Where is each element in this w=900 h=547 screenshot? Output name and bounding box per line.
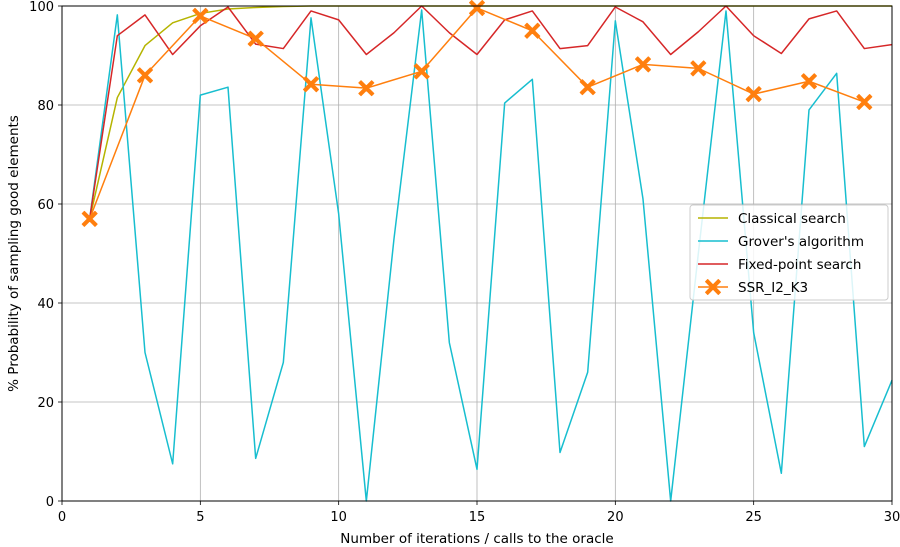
y-tick-label: 60 xyxy=(37,198,54,213)
data-point-marker xyxy=(745,86,762,103)
y-tick-label: 0 xyxy=(46,495,54,510)
legend-label: Fixed-point search xyxy=(738,257,861,273)
legend-marker xyxy=(705,279,721,295)
x-tick-label: 15 xyxy=(469,510,486,525)
x-tick-label: 30 xyxy=(884,510,900,525)
legend-label: SSR_I2_K3 xyxy=(738,280,808,296)
data-point-marker xyxy=(579,79,596,96)
series-line-2 xyxy=(88,5,893,219)
x-tick-label: 10 xyxy=(330,510,347,525)
x-tick-label: 20 xyxy=(607,510,624,525)
data-point-marker xyxy=(690,60,707,77)
legend-box xyxy=(689,204,889,301)
x-tick-label: 25 xyxy=(745,510,762,525)
data-point-marker xyxy=(192,7,209,24)
y-tick-label: 40 xyxy=(37,297,54,312)
ticks-group: 0 5 10 15 20 25 30 0 20 40 60 80 100 xyxy=(29,0,900,525)
data-point-marker xyxy=(524,22,541,39)
x-axis-title: Number of iterations / calls to the orac… xyxy=(340,531,613,547)
legend-label: Grover's algorithm xyxy=(738,234,864,250)
data-point-marker xyxy=(635,56,651,73)
data-point-marker xyxy=(247,30,264,47)
data-point-marker xyxy=(303,76,319,93)
data-point-marker xyxy=(413,63,430,80)
data-point-marker xyxy=(137,67,153,84)
data-point-marker xyxy=(358,80,375,97)
data-point-marker xyxy=(856,94,873,111)
y-axis-title: % Probability of sampling good elements xyxy=(6,115,22,392)
legend-label: Classical search xyxy=(738,211,846,227)
x-tick-label: 5 xyxy=(196,510,204,525)
data-point-marker xyxy=(81,210,98,227)
legend: Classical search Grover's algorithm Fixed-… xyxy=(689,204,889,301)
x-tick-label: 0 xyxy=(58,510,66,525)
y-tick-label: 80 xyxy=(37,99,54,114)
series-line-1 xyxy=(88,9,893,502)
data-point-marker xyxy=(801,73,817,90)
y-tick-label: 100 xyxy=(29,0,54,15)
y-tick-label: 20 xyxy=(37,396,54,411)
